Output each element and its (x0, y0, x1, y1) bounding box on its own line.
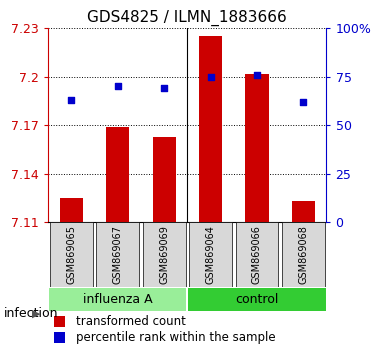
Point (115, 84, 121, 89)
Text: transformed count: transformed count (76, 315, 186, 328)
Bar (199, 36, 222, 222)
Bar (143, 222, 186, 287)
Bar (49, 288, 187, 311)
Point (301, 99, 306, 105)
Bar (54, 316, 65, 327)
Text: GSM869065: GSM869065 (66, 225, 76, 284)
Bar (236, 222, 278, 287)
Bar (106, 127, 129, 222)
Point (161, 86, 167, 91)
Text: percentile rank within the sample: percentile rank within the sample (76, 331, 276, 344)
Text: influenza A: influenza A (83, 293, 152, 306)
Text: GSM869067: GSM869067 (113, 225, 123, 284)
Bar (188, 288, 326, 311)
Bar (245, 74, 269, 222)
Bar (282, 222, 325, 287)
Title: GDS4825 / ILMN_1883666: GDS4825 / ILMN_1883666 (88, 9, 287, 25)
Text: control: control (235, 293, 279, 306)
Text: GSM869066: GSM869066 (252, 225, 262, 284)
Text: GSM869069: GSM869069 (159, 225, 169, 284)
Bar (54, 332, 65, 343)
Bar (292, 201, 315, 222)
Text: infection: infection (4, 307, 58, 320)
Text: ▶: ▶ (32, 308, 40, 318)
Text: GSM869068: GSM869068 (298, 225, 308, 284)
Bar (60, 198, 83, 222)
Bar (152, 137, 176, 222)
Bar (189, 222, 232, 287)
Point (208, 74, 214, 80)
Point (254, 72, 260, 78)
Bar (96, 222, 139, 287)
Bar (50, 222, 93, 287)
Point (69, 97, 75, 103)
Text: GSM869064: GSM869064 (206, 225, 216, 284)
